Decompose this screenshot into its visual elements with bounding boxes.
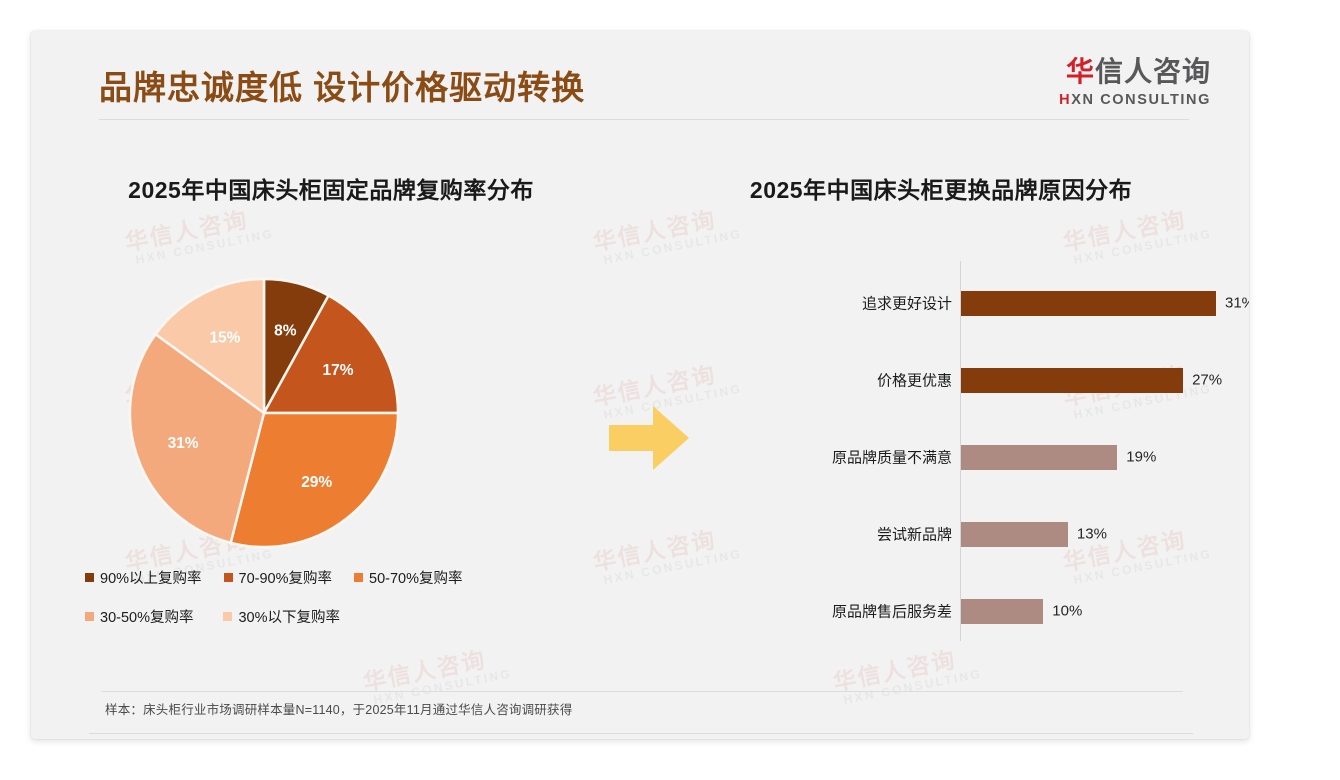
sample-note: 样本：床头柜行业市场调研样本量N=1140，于2025年11月通过华信人咨询调研… — [105, 703, 573, 717]
legend-swatch-icon-1 — [223, 573, 233, 582]
title-divider — [99, 119, 1189, 120]
pie-slice-1[interactable] — [261, 293, 400, 415]
bar-fill-0[interactable] — [961, 291, 1216, 316]
pie-slices — [128, 277, 400, 549]
slide-header: 品牌忠诚度低 设计价格驱动转换 华信人咨询 HXN CONSULTING — [31, 31, 1249, 131]
watermark-cn: 华信人咨询 — [830, 646, 959, 696]
legend-item-4[interactable]: 30%以下复购率 — [223, 606, 340, 627]
bar-value-label-4: 10% — [1052, 602, 1083, 620]
pie-chart: 8% 17% 29% 31% 15% — [128, 277, 400, 549]
logo-en-rest: XN CONSULTING — [1071, 92, 1211, 108]
pie-slice-4[interactable] — [153, 277, 266, 416]
pie-value-label-3: 31% — [168, 435, 199, 452]
legend-label-4: 30%以下复购率 — [238, 610, 341, 626]
company-logo: 华信人咨询 HXN CONSULTING — [1059, 58, 1211, 108]
pie-value-label-1: 17% — [323, 362, 354, 379]
logo-chinese: 华信人咨询 — [1059, 58, 1211, 86]
bar-fill-1[interactable] — [961, 368, 1184, 393]
pie-chart-panel: 2025年中国床头柜固定品牌复购率分布 8% 17% 29% 31% 15% 90%以上… — [71, 149, 591, 649]
bar-category-label-1: 价格更优惠 — [876, 372, 952, 390]
bar-chart-axis-line — [960, 261, 961, 641]
pie-value-label-0: 8% — [274, 323, 297, 340]
bar-category-label-0: 追求更好设计 — [861, 295, 952, 313]
pie-chart-svg: 8% 17% 29% 31% 15% — [128, 277, 400, 549]
pie-slice-2[interactable] — [229, 411, 400, 549]
pie-value-labels: 8% 17% 29% 31% 15% — [168, 323, 354, 491]
legend-row-2: 30-50%复购率 30%以下复购率 — [85, 606, 585, 627]
legend-item-2[interactable]: 50-70%复购率 — [354, 567, 463, 588]
page-title: 品牌忠诚度低 设计价格驱动转换 — [99, 69, 586, 106]
bar-chart-title: 2025年中国床头柜更换品牌原因分布 — [749, 177, 1133, 203]
legend-item-0[interactable]: 90%以上复购率 — [85, 567, 202, 588]
watermark-10: 华信人咨询 HXN CONSULTING — [831, 643, 983, 709]
bar-fill-2[interactable] — [961, 445, 1118, 470]
bar-row-0: 追求更好设计 31% — [671, 287, 1249, 319]
legend-swatch-icon-4 — [223, 612, 233, 621]
pie-value-label-4: 15% — [209, 329, 240, 346]
logo-english: HXN CONSULTING — [1059, 93, 1211, 108]
pie-legend: 90%以上复购率 70-90%复购率 50-70%复购率 30-50%复购率 — [85, 567, 585, 645]
legend-label-0: 90%以上复购率 — [100, 571, 202, 587]
legend-item-1[interactable]: 70-90%复购率 — [223, 567, 333, 588]
bar-row-2: 原品牌质量不满意 19% — [671, 441, 1211, 473]
arrow-polygon — [609, 406, 689, 470]
arrow-svg — [609, 406, 689, 470]
logo-cn-rest: 信人咨询 — [1094, 56, 1211, 87]
bar-chart-panel: 2025年中国床头柜更换品牌原因分布 追求更好设计 31% 价格更优惠 27% 原品牌质… — [671, 149, 1249, 649]
legend-label-3: 30-50%复购率 — [100, 610, 194, 626]
slide-canvas: 华信人咨询 HXN CONSULTING 华信人咨询 HXN CONSULTING 华信… — [31, 31, 1249, 739]
legend-swatch-icon-0 — [85, 573, 94, 582]
bar-category-label-3: 尝试新品牌 — [876, 526, 952, 544]
bar-chart: 追求更好设计 31% 价格更优惠 27% 原品牌质量不满意 19% 尝试新品牌 13% 原品牌售… — [671, 259, 1249, 649]
pie-value-label-2: 29% — [301, 474, 332, 491]
bar-value-label-0: 31% — [1225, 294, 1249, 312]
legend-swatch-icon-2 — [354, 573, 364, 582]
watermark-cn: 华信人咨询 — [360, 646, 489, 696]
note-divider — [101, 691, 1183, 692]
bar-category-label-4: 原品牌售后服务差 — [831, 603, 952, 621]
bar-row-4: 原品牌售后服务差 10% — [671, 595, 1211, 627]
bar-value-label-2: 19% — [1126, 448, 1157, 466]
legend-label-2: 50-70%复购率 — [369, 571, 463, 587]
bar-category-label-2: 原品牌质量不满意 — [831, 449, 952, 467]
bar-fill-3[interactable] — [961, 522, 1068, 547]
bar-row-3: 尝试新品牌 13% — [671, 518, 1211, 550]
legend-swatch-icon-3 — [85, 612, 94, 621]
legend-item-3[interactable]: 30-50%复购率 — [85, 606, 193, 627]
right-arrow-icon — [609, 403, 691, 473]
legend-label-1: 70-90%复购率 — [238, 571, 333, 587]
bar-fill-4[interactable] — [961, 599, 1044, 624]
pie-slice-3[interactable] — [128, 332, 266, 545]
bar-value-label-3: 13% — [1076, 525, 1107, 543]
logo-cn-accent: 华 — [1065, 56, 1095, 87]
legend-row-1: 90%以上复购率 70-90%复购率 50-70%复购率 — [85, 567, 585, 588]
footer-divider — [89, 733, 1193, 734]
pie-chart-title: 2025年中国床头柜固定品牌复购率分布 — [128, 177, 534, 203]
logo-en-accent: H — [1059, 92, 1072, 108]
bar-value-label-1: 27% — [1192, 371, 1223, 389]
bar-row-1: 价格更优惠 27% — [671, 364, 1222, 396]
watermark-en: HXN CONSULTING — [842, 666, 984, 708]
